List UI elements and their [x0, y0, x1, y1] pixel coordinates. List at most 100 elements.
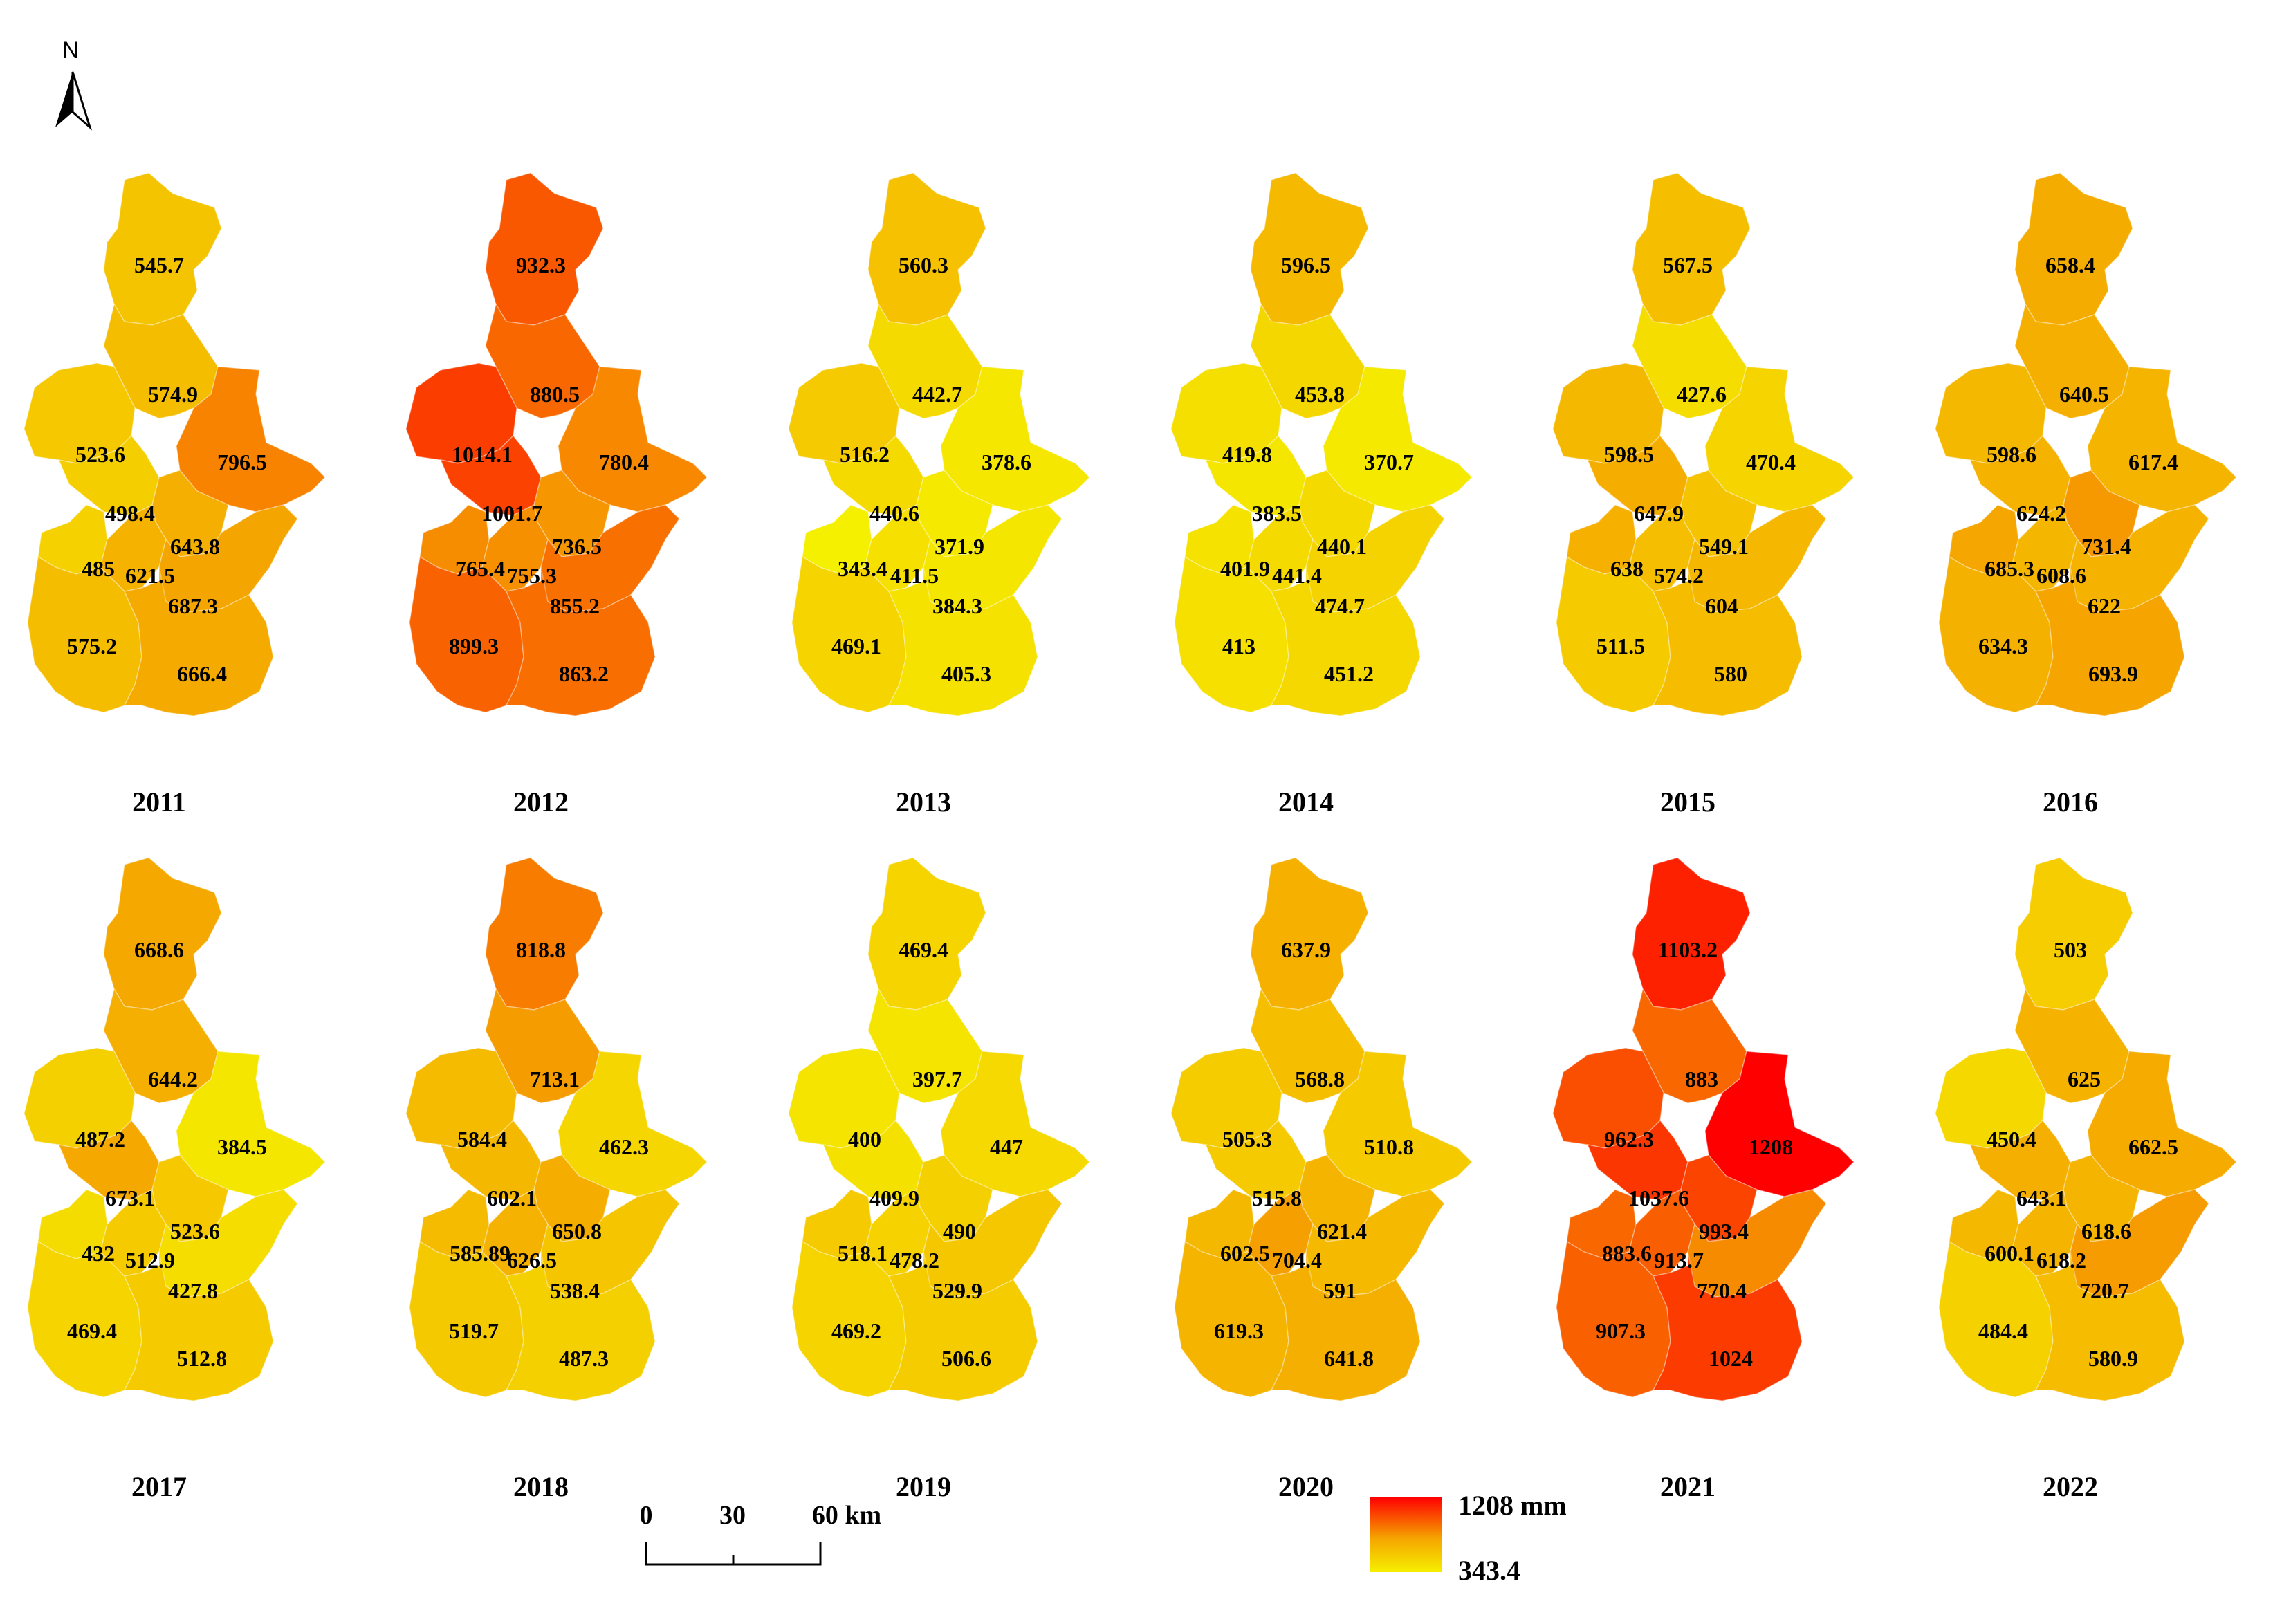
district-value-label: 487.2 — [75, 1127, 125, 1152]
year-label: 2013 — [896, 786, 951, 818]
port-outline — [283, 538, 319, 586]
district-value-label: 647.9 — [1634, 501, 1684, 526]
district-value-label: 855.2 — [550, 593, 600, 618]
year-label: 2018 — [513, 1471, 569, 1502]
district-value-label: 575.2 — [67, 634, 117, 658]
district-value-label: 1103.2 — [1657, 937, 1718, 962]
district-value-label: 731.4 — [2081, 534, 2131, 559]
district-value-label: 474.7 — [1315, 593, 1365, 618]
district-value-label: 643.1 — [2016, 1185, 2066, 1210]
district-value-label: 529.9 — [932, 1278, 982, 1303]
district-value-label: 880.5 — [530, 382, 580, 407]
district-region — [1270, 1251, 1421, 1401]
year-label: 2021 — [1660, 1471, 1715, 1502]
scale-tick-60: 60 km — [811, 1501, 882, 1530]
year-label: 2016 — [2043, 786, 2098, 818]
district-value-label: 720.7 — [2079, 1278, 2129, 1303]
legend-gradient — [1370, 1497, 1442, 1572]
choropleth-map — [1935, 172, 2238, 717]
district-region — [867, 172, 986, 326]
choropleth-map — [405, 172, 708, 717]
choropleth-map — [1935, 857, 2238, 1401]
district-value-label: 411.5 — [890, 563, 939, 588]
district-value-label: 484.4 — [1978, 1318, 2028, 1343]
district-region — [103, 172, 222, 326]
district-value-label: 441.4 — [1272, 563, 1322, 588]
choropleth-map — [24, 857, 326, 1401]
map-panel-2016: 658.4 640.5 598.6 617.4 624.2 731.4 685.3 608.6… — [1932, 172, 2273, 871]
map-panel-2019: 469.4 397.7 400 447 409.9 490 518.1 478.2 529.9 4… — [785, 857, 1145, 1556]
district-value-label: 1037.6 — [1628, 1185, 1689, 1210]
district-value-label: 736.5 — [552, 534, 602, 559]
district-value-label: 644.2 — [148, 1067, 198, 1091]
district-value-label: 598.6 — [1987, 442, 2036, 467]
district-value-label: 478.2 — [890, 1248, 939, 1273]
district-value-label: 519.7 — [449, 1318, 499, 1343]
map-panel-2020: 637.9 568.8 505.3 510.8 515.8 621.4 602.5 704.4… — [1168, 857, 1527, 1556]
district-value-label: 622 — [2088, 593, 2121, 618]
district-value-label: 506.6 — [941, 1346, 991, 1371]
scale-tick-0: 0 — [639, 1501, 653, 1530]
district-value-label: 538.4 — [550, 1278, 600, 1303]
district-value-label: 585.89 — [450, 1241, 510, 1266]
district-value-label: 621.4 — [1317, 1219, 1367, 1244]
district-value-label: 1014.1 — [452, 442, 513, 467]
district-value-label: 413 — [1222, 634, 1255, 658]
district-value-label: 591 — [1323, 1278, 1356, 1303]
district-value-label: 650.8 — [552, 1219, 602, 1244]
district-value-label: 883 — [1685, 1067, 1718, 1091]
district-value-label: 574.9 — [148, 382, 198, 407]
choropleth-map — [1170, 857, 1473, 1401]
district-value-label: 560.3 — [899, 252, 948, 277]
district-value-label: 617.4 — [2128, 450, 2178, 474]
district-value-label: 384.5 — [217, 1134, 267, 1159]
district-value-label: 485 — [82, 556, 115, 581]
district-value-label: 442.7 — [912, 382, 962, 407]
district-value-label: 685.3 — [1985, 556, 2034, 581]
district-value-label: 580.9 — [2088, 1346, 2138, 1371]
scale-bar: 0 30 60 km — [636, 1502, 927, 1578]
district-region — [123, 566, 274, 717]
district-value-label: 383.5 — [1252, 501, 1302, 526]
port-outline — [283, 1223, 319, 1271]
district-value-label: 378.6 — [982, 450, 1031, 474]
district-value-label: 993.4 — [1699, 1219, 1749, 1244]
district-value-label: 765.4 — [455, 556, 505, 581]
district-value-label: 643.8 — [170, 534, 220, 559]
district-value-label: 545.7 — [134, 252, 184, 277]
district-value-label: 598.5 — [1604, 442, 1654, 467]
choropleth-map — [1552, 857, 1855, 1401]
district-value-label: 397.7 — [912, 1067, 962, 1091]
district-value-label: 409.9 — [869, 1185, 919, 1210]
district-value-label: 602.1 — [487, 1185, 537, 1210]
district-value-label: 704.4 — [1272, 1248, 1322, 1273]
district-value-label: 693.9 — [2088, 661, 2138, 686]
district-value-label: 624.2 — [2016, 501, 2066, 526]
district-value-label: 523.6 — [170, 1219, 220, 1244]
district-value-label: 602.5 — [1220, 1241, 1270, 1266]
district-value-label: 523.6 — [75, 442, 125, 467]
year-label: 2014 — [1278, 786, 1334, 818]
port-outline — [2194, 538, 2230, 586]
district-region — [505, 566, 656, 717]
port-outline — [665, 538, 701, 586]
district-value-label: 401.9 — [1220, 556, 1270, 581]
district-value-label: 510.8 — [1364, 1134, 1414, 1159]
district-value-label: 596.5 — [1281, 252, 1331, 277]
district-value-label: 662.5 — [2128, 1134, 2178, 1159]
district-region — [485, 172, 604, 326]
legend-max-label: 1208 mm — [1458, 1490, 1567, 1521]
district-value-label: 637.9 — [1281, 937, 1331, 962]
district-region — [103, 857, 222, 1011]
district-value-label: 427.6 — [1677, 382, 1727, 407]
district-value-label: 621.5 — [125, 563, 175, 588]
district-value-label: 818.8 — [516, 937, 566, 962]
district-value-label: 899.3 — [449, 634, 499, 658]
map-panel-2013: 560.3 442.7 516.2 378.6 440.6 371.9 343.4 411.5… — [785, 172, 1145, 871]
district-value-label: 1001.7 — [481, 501, 542, 526]
district-value-label: 1208 — [1749, 1134, 1793, 1159]
year-label: 2020 — [1278, 1471, 1334, 1502]
year-label: 2017 — [131, 1471, 187, 1502]
district-value-label: 469.1 — [831, 634, 881, 658]
district-value-label: 796.5 — [217, 450, 267, 474]
